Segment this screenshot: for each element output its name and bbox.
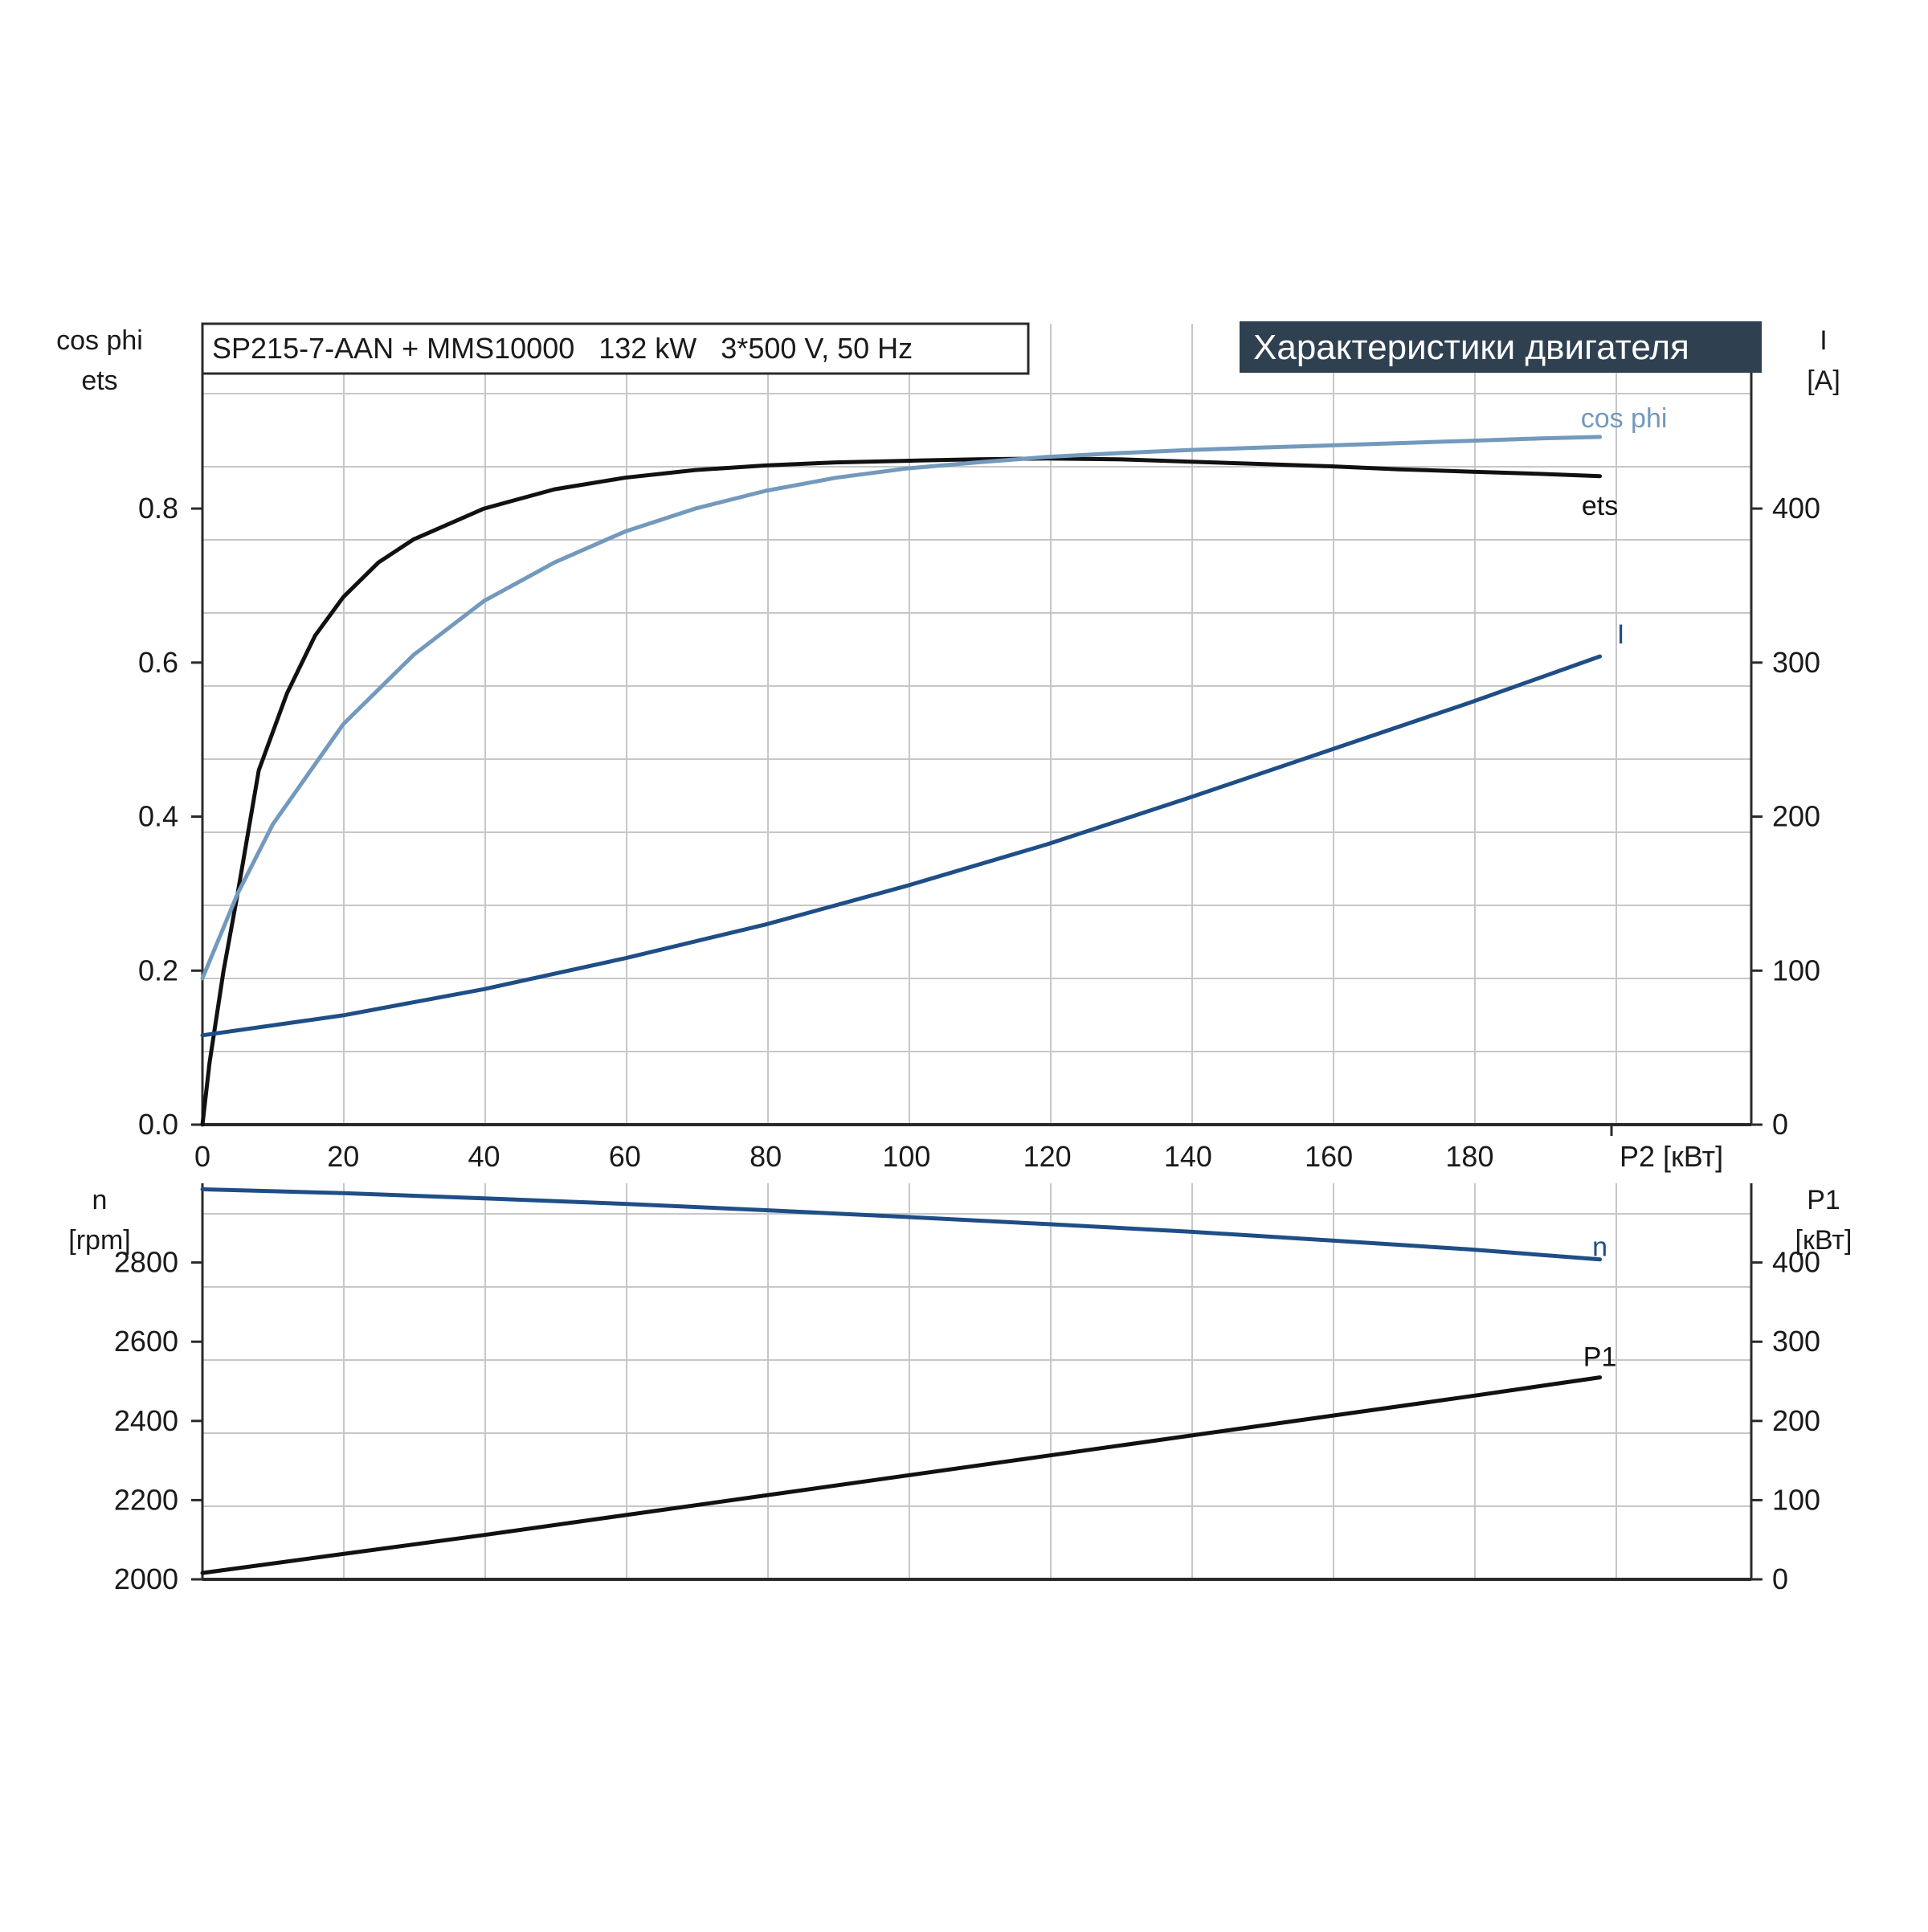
y-right-tick-label: 400 xyxy=(1772,492,1820,525)
x-tick-label: 40 xyxy=(468,1140,500,1173)
y-left-tick-label: 0.4 xyxy=(138,800,178,833)
y-right-tick-label: 200 xyxy=(1772,1404,1820,1437)
y-left-tick-label: 2200 xyxy=(114,1483,178,1516)
axis-layer xyxy=(191,324,1763,1581)
y-right-tick-label: 100 xyxy=(1772,954,1820,986)
y-right-tick-label: 400 xyxy=(1772,1246,1820,1279)
x-tick-label: 60 xyxy=(609,1140,641,1173)
x-axis-title: P2 [кВт] xyxy=(1620,1140,1723,1173)
y-right-title: P1 xyxy=(1807,1185,1840,1215)
series-line-i xyxy=(200,654,1603,1038)
model-title: SP215-7-AAN + MMS10000 132 kW 3*500 V, 5… xyxy=(212,332,913,365)
y-right-tick-label: 0 xyxy=(1772,1108,1788,1141)
series-label-p1: P1 xyxy=(1583,1342,1617,1373)
series-line-ets xyxy=(200,456,1603,1127)
series-label-cos-phi: cos phi xyxy=(1581,403,1668,434)
y-right-title: I xyxy=(1820,325,1827,356)
y-left-tick-label: 0.0 xyxy=(138,1108,178,1141)
y-left-tick-label: 2000 xyxy=(114,1562,178,1595)
chart-banner xyxy=(1240,321,1762,373)
x-tick-label: 0 xyxy=(194,1140,210,1173)
x-tick-label: 120 xyxy=(1023,1140,1072,1173)
x-tick-label: 100 xyxy=(882,1140,930,1173)
y-right-title-unit: [кВт] xyxy=(1795,1225,1852,1256)
y-left-tick-label: 0.2 xyxy=(138,954,178,986)
y-left-tick-label: 2800 xyxy=(114,1246,178,1279)
x-tick-label: 180 xyxy=(1445,1140,1493,1173)
series-line-cos-phi xyxy=(200,435,1603,981)
y-right-tick-label: 200 xyxy=(1772,800,1820,833)
model-title-box xyxy=(201,322,1030,375)
y-right-tick-label: 300 xyxy=(1772,1325,1820,1358)
y-left-tick-label: 2600 xyxy=(114,1325,178,1358)
y-left-title: n xyxy=(92,1185,108,1215)
grid-layer xyxy=(202,324,1751,1579)
y-right-tick-label: 0 xyxy=(1772,1562,1788,1595)
y-left-tick-label: 0.8 xyxy=(138,492,178,525)
x-tick-label: 140 xyxy=(1164,1140,1212,1173)
y-left-title: cos phi xyxy=(56,325,143,356)
y-left-title-unit: [rpm] xyxy=(68,1225,130,1256)
y-right-tick-label: 300 xyxy=(1772,646,1820,679)
chart-banner-text: Характеристики двигателя xyxy=(1253,328,1689,367)
y-right-tick-label: 100 xyxy=(1772,1483,1820,1516)
y-left-tick-label: 2400 xyxy=(114,1404,178,1437)
x-tick-label: 160 xyxy=(1305,1140,1353,1173)
series-label-ets: ets xyxy=(1582,491,1618,521)
series-label-n: n xyxy=(1592,1232,1607,1263)
series-line-n xyxy=(200,1187,1603,1262)
x-tick-label: 80 xyxy=(750,1140,782,1173)
y-left-tick-label: 0.6 xyxy=(138,646,178,679)
y-left-title-unit: ets xyxy=(81,366,117,396)
series-layer xyxy=(200,435,1603,1575)
series-label-i: I xyxy=(1617,619,1624,650)
series-line-p1 xyxy=(200,1375,1603,1575)
x-tick-label: 20 xyxy=(327,1140,359,1173)
y-right-title-unit: [A] xyxy=(1807,366,1840,396)
